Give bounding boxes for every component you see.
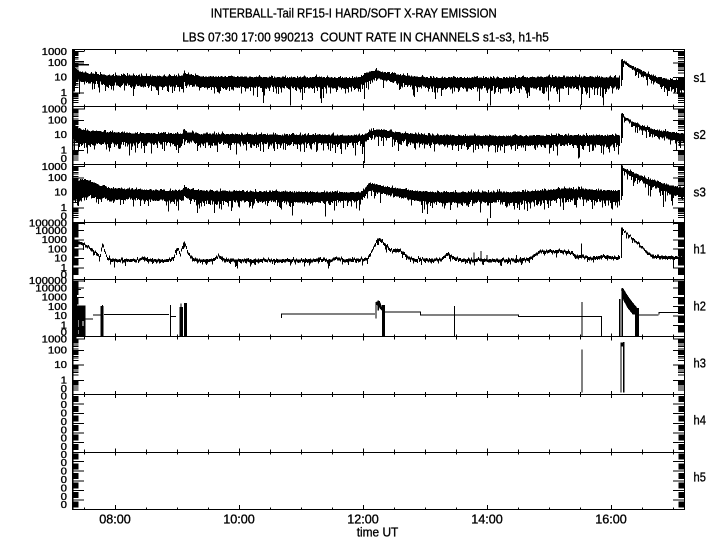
- svg-text:s1: s1: [694, 70, 706, 85]
- svg-text:10000: 10000: [35, 283, 67, 294]
- svg-text:0: 0: [61, 384, 68, 395]
- svg-text:0: 0: [61, 400, 68, 411]
- svg-text:10000: 10000: [35, 226, 67, 237]
- svg-text:100000: 100000: [29, 276, 67, 287]
- svg-text:h1: h1: [694, 241, 706, 256]
- svg-text:10: 10: [54, 311, 67, 322]
- svg-text:10: 10: [54, 188, 67, 199]
- svg-text:1000: 1000: [42, 293, 68, 304]
- svg-text:0: 0: [61, 425, 68, 436]
- svg-text:10: 10: [54, 254, 67, 265]
- svg-text:1000: 1000: [42, 235, 68, 246]
- svg-text:100000: 100000: [29, 219, 67, 230]
- svg-text:12:00: 12:00: [347, 511, 379, 526]
- svg-text:16:00: 16:00: [595, 511, 627, 526]
- svg-text:10: 10: [54, 360, 67, 371]
- svg-text:INTERBALL-Tail RF15-I HARD/SOF: INTERBALL-Tail RF15-I HARD/SOFT X-RAY EM…: [211, 6, 497, 21]
- svg-text:100: 100: [48, 58, 67, 69]
- svg-text:10:00: 10:00: [223, 511, 255, 526]
- svg-text:0: 0: [61, 450, 68, 461]
- svg-text:1000: 1000: [42, 105, 68, 116]
- svg-text:0: 0: [61, 417, 68, 428]
- svg-text:LBS 07:30 17:00 990213 COUNT: LBS 07:30 17:00 990213 COUNT RATE IN CHA…: [182, 29, 549, 44]
- svg-text:0: 0: [61, 212, 68, 223]
- svg-text:1000: 1000: [42, 162, 68, 173]
- svg-text:0: 0: [61, 475, 68, 486]
- svg-text:0: 0: [61, 392, 68, 403]
- svg-text:100: 100: [48, 173, 67, 184]
- svg-text:0: 0: [61, 328, 68, 339]
- svg-text:h2: h2: [694, 298, 706, 313]
- svg-text:0: 0: [61, 458, 68, 469]
- svg-text:0: 0: [61, 500, 68, 511]
- svg-text:0: 0: [61, 97, 68, 108]
- svg-text:10: 10: [54, 130, 67, 141]
- svg-text:08:00: 08:00: [99, 511, 131, 526]
- svg-text:100: 100: [48, 116, 67, 127]
- svg-text:1: 1: [61, 321, 68, 332]
- svg-text:s2: s2: [694, 127, 706, 142]
- svg-text:1: 1: [61, 376, 68, 387]
- svg-text:0: 0: [61, 409, 68, 420]
- svg-text:s3: s3: [694, 184, 706, 199]
- svg-text:0: 0: [61, 483, 68, 494]
- svg-text:1: 1: [61, 146, 68, 157]
- svg-text:time UT: time UT: [357, 525, 399, 540]
- svg-text:h4: h4: [694, 413, 706, 428]
- svg-text:1: 1: [61, 203, 68, 214]
- svg-text:0: 0: [61, 467, 68, 478]
- svg-text:0: 0: [61, 492, 68, 503]
- svg-text:0: 0: [61, 154, 68, 165]
- svg-text:1: 1: [61, 88, 68, 99]
- svg-text:1000: 1000: [42, 47, 68, 58]
- svg-text:h3: h3: [694, 356, 706, 371]
- svg-text:0: 0: [61, 434, 68, 445]
- svg-text:0: 0: [61, 270, 68, 281]
- svg-text:1: 1: [61, 263, 68, 274]
- svg-text:100: 100: [48, 244, 67, 255]
- svg-text:100: 100: [48, 302, 67, 313]
- svg-text:1000: 1000: [42, 335, 68, 346]
- svg-text:14:00: 14:00: [471, 511, 503, 526]
- svg-text:0: 0: [61, 442, 68, 453]
- svg-text:100: 100: [48, 346, 67, 357]
- svg-text:10: 10: [54, 73, 67, 84]
- svg-text:h5: h5: [694, 470, 706, 485]
